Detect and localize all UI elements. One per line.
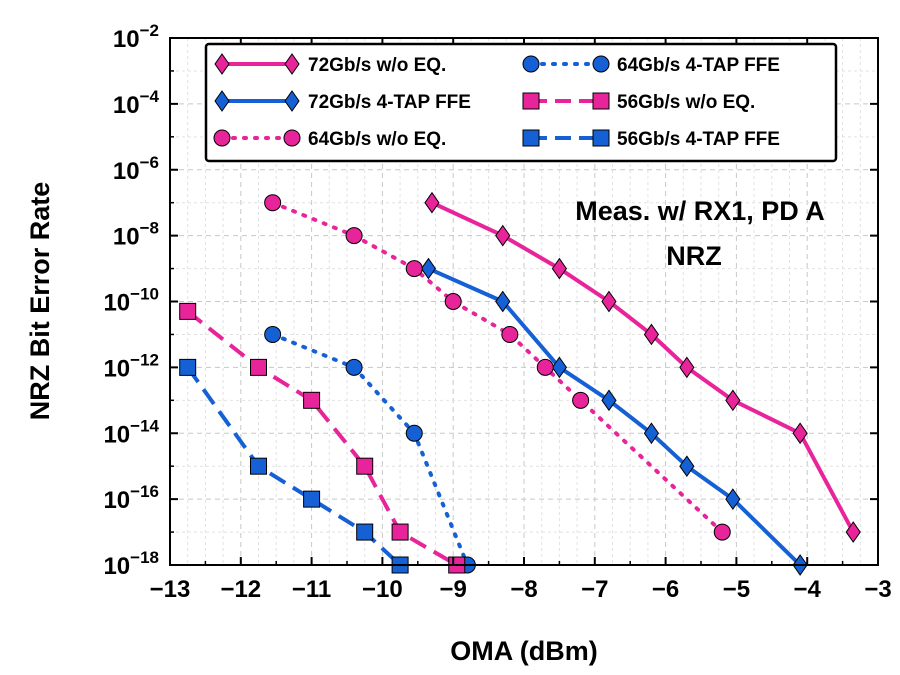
legend-label-2: 64Gb/s w/o EQ. bbox=[308, 129, 446, 150]
y-tick-label: 10−14 bbox=[103, 416, 159, 448]
x-tick-label: −13 bbox=[150, 576, 191, 603]
series-marker-1 bbox=[679, 455, 695, 478]
series-marker-0 bbox=[495, 224, 511, 247]
legend-label-0: 72Gb/s w/o EQ. bbox=[308, 55, 446, 76]
series-marker-4 bbox=[250, 358, 267, 376]
series-marker-2 bbox=[345, 227, 363, 245]
legend-box bbox=[204, 42, 838, 163]
series-marker-2 bbox=[444, 293, 462, 310]
series-marker-0 bbox=[601, 290, 617, 313]
y-tick-label: 10−18 bbox=[103, 548, 159, 580]
y-tick-label: 10−10 bbox=[103, 285, 159, 317]
series-marker-0 bbox=[643, 323, 660, 346]
legend-marker-4 bbox=[592, 92, 610, 110]
y-tick-label: 10−8 bbox=[113, 219, 159, 251]
series-marker-1 bbox=[495, 290, 511, 313]
x-axis-title: OMA (dBm) bbox=[450, 636, 597, 666]
series-line-3 bbox=[270, 332, 470, 565]
legend-marker-5 bbox=[522, 129, 540, 147]
series-marker-3 bbox=[345, 358, 363, 376]
annotation-modulation: NRZ bbox=[666, 241, 722, 271]
legend-marker-0 bbox=[214, 53, 230, 75]
series-marker-0 bbox=[792, 422, 808, 445]
series-marker-4 bbox=[179, 302, 197, 320]
series-marker-2 bbox=[501, 325, 519, 343]
annotation-measurement: Meas. w/ RX1, PD A bbox=[575, 196, 825, 226]
series-marker-0 bbox=[551, 257, 568, 280]
x-tick-label: −5 bbox=[723, 576, 750, 603]
x-tick-label: −4 bbox=[794, 576, 822, 603]
x-tick-label: −6 bbox=[652, 576, 679, 603]
legend-label-4: 56Gb/s w/o EQ. bbox=[617, 92, 755, 113]
series-marker-3 bbox=[264, 325, 282, 343]
x-tick-label: −9 bbox=[440, 576, 467, 603]
series-marker-0 bbox=[424, 191, 440, 214]
series-marker-5 bbox=[250, 457, 267, 475]
series-marker-0 bbox=[679, 356, 695, 379]
legend-label-5: 56Gb/s 4-TAP FFE bbox=[617, 129, 780, 150]
legend-marker-5 bbox=[592, 129, 610, 147]
series-marker-0 bbox=[725, 389, 741, 412]
series-marker-1 bbox=[420, 257, 437, 280]
series-marker-2 bbox=[713, 523, 731, 541]
series-marker-4 bbox=[356, 457, 374, 475]
x-tick-label: −11 bbox=[292, 576, 331, 603]
series-marker-4 bbox=[303, 391, 321, 409]
series-marker-2 bbox=[572, 391, 590, 409]
series-marker-5 bbox=[356, 523, 374, 541]
x-tick-label: −12 bbox=[220, 576, 261, 603]
legend-label-1: 72Gb/s 4-TAP FFE bbox=[308, 92, 471, 113]
series-marker-1 bbox=[551, 356, 568, 379]
legend-marker-0 bbox=[284, 53, 300, 75]
data-series bbox=[186, 200, 855, 565]
legend-marker-3 bbox=[522, 55, 540, 73]
y-tick-label: 10−16 bbox=[103, 482, 159, 514]
axis-ticks bbox=[169, 37, 879, 566]
series-marker-5 bbox=[303, 490, 321, 508]
legend-marker-3 bbox=[592, 55, 610, 73]
series-marker-2 bbox=[536, 358, 554, 376]
legend-marker-4 bbox=[522, 92, 540, 110]
y-tick-label: 10−6 bbox=[113, 153, 159, 185]
series-line-5 bbox=[186, 366, 402, 565]
series-marker-1 bbox=[725, 488, 741, 510]
series-marker-2 bbox=[264, 194, 282, 212]
series-marker-0 bbox=[845, 521, 861, 543]
data-markers bbox=[179, 191, 861, 576]
x-tick-label: −8 bbox=[510, 576, 537, 603]
y-tick-label: 10−4 bbox=[113, 87, 160, 119]
series-marker-4 bbox=[391, 523, 409, 541]
y-axis-title: NRZ Bit Error Rate bbox=[25, 182, 55, 421]
legend-marker-1 bbox=[214, 90, 230, 112]
series-line-1 bbox=[427, 266, 802, 565]
series-marker-2 bbox=[405, 260, 423, 278]
x-tick-label: −10 bbox=[362, 576, 403, 603]
tick-labels: −13 −12 −11 −10 −9 −8 −7 −6 −5 −4 −3 10−18 10−16 10−1… bbox=[103, 21, 891, 603]
x-tick-label: −3 bbox=[864, 576, 891, 603]
series-marker-1 bbox=[643, 422, 660, 445]
series-line-4 bbox=[186, 309, 458, 565]
legend-marker-1 bbox=[284, 90, 300, 112]
y-tick-label: 10−12 bbox=[103, 350, 159, 382]
legend-marker-2 bbox=[213, 129, 231, 147]
legend-marker-2 bbox=[283, 129, 301, 147]
legend-label-3: 64Gb/s 4-TAP FFE bbox=[617, 55, 780, 76]
y-tick-label: 10−2 bbox=[113, 21, 159, 53]
series-marker-3 bbox=[405, 424, 423, 442]
series-marker-5 bbox=[179, 358, 197, 376]
series-marker-1 bbox=[601, 389, 617, 412]
x-tick-label: −7 bbox=[581, 576, 608, 603]
legend: 72Gb/s w/o EQ. 72Gb/s 4-TAP FFE 64Gb/s w/o… bbox=[204, 42, 838, 163]
